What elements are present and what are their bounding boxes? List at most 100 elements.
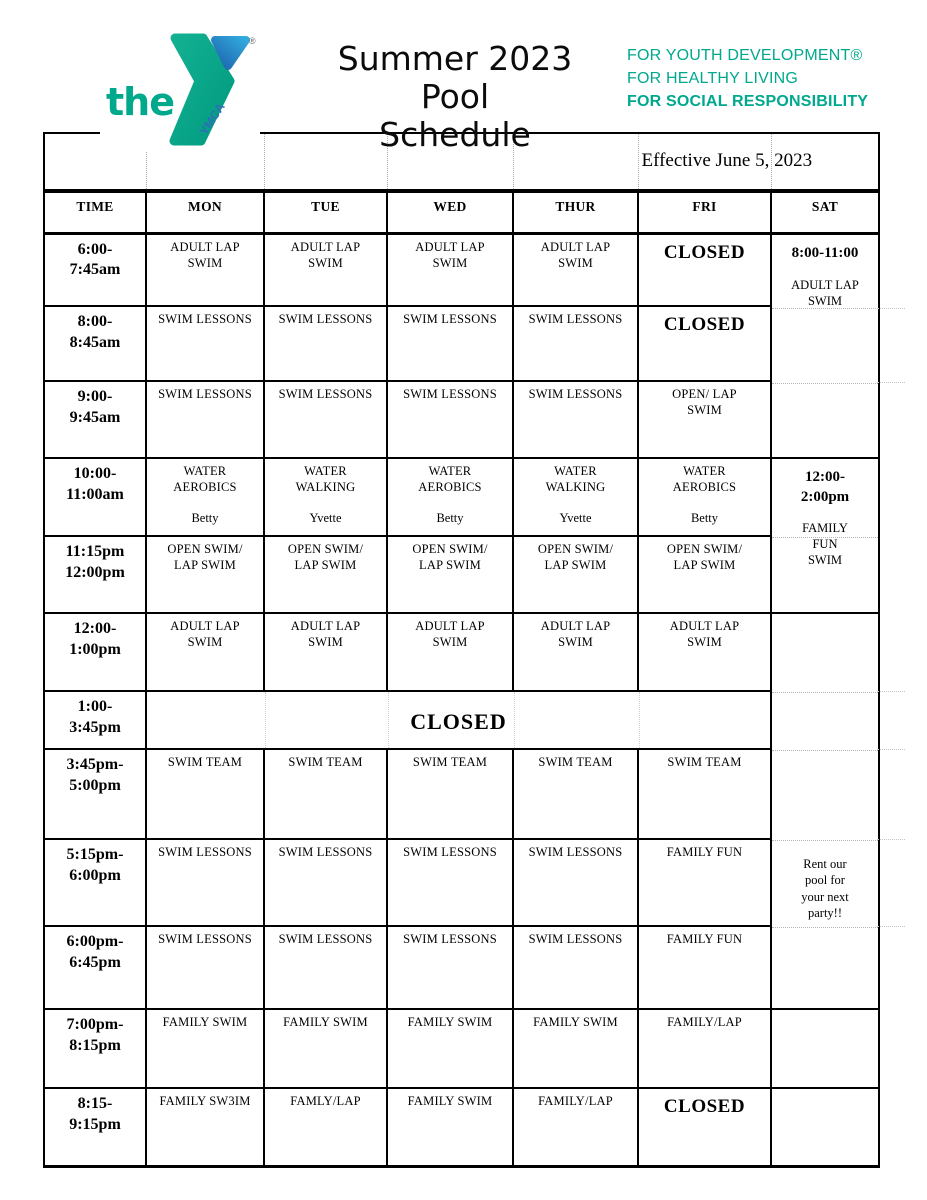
empty-cell — [770, 132, 880, 193]
schedule-cell: FAMILY SWIM — [263, 1008, 388, 1089]
schedule-cell: FAMILY FUN — [637, 838, 772, 927]
schedule-cell: SWIM LESSONS — [512, 380, 639, 459]
schedule-cell: OPEN SWIM/ LAP SWIM — [637, 535, 772, 614]
empty-cell — [770, 1008, 880, 1089]
schedule-cell: FAMILY SWIM — [145, 1008, 265, 1089]
time-slot-label: 7:00pm- 8:15pm — [43, 1008, 147, 1089]
effective-date: Effective June 5, 2023 — [641, 150, 813, 171]
schedule-cell: ADULT LAP SWIM — [637, 612, 772, 692]
schedule-cell: WATER WALKING Yvette — [263, 457, 388, 537]
time-slot-label: 8:15- 9:15pm — [43, 1087, 147, 1168]
empty-cell — [263, 132, 387, 193]
schedule-cell: FAMILY SWIM — [386, 1008, 514, 1089]
instructor-name: Betty — [436, 510, 464, 525]
divider — [877, 308, 905, 309]
schedule-cell: SWIM TEAM — [145, 748, 265, 840]
schedule-cell: WATER WALKING Yvette — [512, 457, 639, 537]
schedule-cell: SWIM LESSONS — [386, 305, 514, 382]
closed-cell: CLOSED — [637, 1087, 772, 1168]
table-row: 10:00- 11:00am WATER AEROBICS Betty WATER… — [43, 457, 880, 614]
schedule-cell: WATER AEROBICS Betty — [145, 457, 265, 537]
sat-midday-cell: 12:00- 2:00pm FAMILY FUN SWIM — [770, 457, 880, 614]
empty-cell — [386, 132, 513, 193]
divider — [877, 691, 905, 692]
instructor-name: Yvette — [309, 510, 342, 525]
schedule-cell: SWIM TEAM — [386, 748, 514, 840]
col-header-time: TIME — [43, 189, 147, 235]
schedule-cell: ADULT LAP SWIM — [386, 232, 514, 307]
tagline: FOR YOUTH DEVELOPMENT® — [627, 47, 863, 64]
schedule-cell: SWIM LESSONS — [145, 305, 265, 382]
closed-cell: CLOSED — [637, 305, 772, 382]
schedule-cell: SWIM TEAM — [637, 748, 772, 840]
closed-span-cell: CLOSED — [145, 690, 772, 750]
schedule-cell: FAMLY/LAP — [263, 1087, 388, 1168]
schedule-cell: SWIM LESSONS — [263, 838, 388, 927]
closed-cell: CLOSED — [637, 232, 772, 307]
table-row: 5:15pm- 6:00pm SWIM LESSONS SWIM LESSONS… — [43, 838, 879, 927]
table-row: 6:00- 7:45am ADULT LAP SWIM ADULT LAP SW… — [43, 232, 880, 459]
sat-midday-time: 12:00- 2:00pm — [800, 469, 850, 506]
table-row: 1:00- 3:45pm CLOSED — [43, 690, 879, 750]
instructor-name: Betty — [690, 510, 719, 525]
col-header-tue: TUE — [263, 189, 388, 235]
schedule-cell: SWIM LESSONS — [386, 380, 514, 459]
table-row: 3:45pm- 5:00pm SWIM TEAM SWIM TEAM SWIM … — [43, 748, 879, 840]
schedule-cell: SWIM LESSONS — [145, 925, 265, 1010]
schedule-cell: SWIM LESSONS — [512, 925, 639, 1010]
schedule-cell: WATER AEROBICS Betty — [386, 457, 514, 537]
schedule-cell: FAMILY SWIM — [386, 1087, 514, 1168]
schedule-cell: SWIM LESSONS — [145, 380, 265, 459]
time-slot-label: 6:00- 7:45am — [43, 232, 147, 307]
schedule-cell: ADULT LAP SWIM — [512, 612, 639, 692]
divider — [877, 926, 905, 927]
table-row: 9:00- 9:45am SWIM LESSONS SWIM LESSONS S… — [43, 380, 879, 459]
sat-morning-time: 8:00-11:00 — [791, 244, 859, 261]
page-title: Summer 2023 Pool Schedule — [337, 39, 573, 154]
col-header-mon: MON — [145, 189, 265, 235]
schedule-cell: SWIM TEAM — [512, 748, 639, 840]
sat-midday-activity: FAMILY FUN SWIM — [802, 520, 848, 568]
schedule-cell: SWIM LESSONS — [263, 925, 388, 1010]
table-row: 6:00pm- 6:45pm SWIM LESSONS SWIM LESSONS… — [43, 925, 879, 1010]
time-slot-label: 6:00pm- 6:45pm — [43, 925, 147, 1010]
time-slot-label: 8:00- 8:45am — [43, 305, 147, 382]
schedule-cell: FAMILY FUN — [637, 925, 772, 1010]
schedule-table: Effective June 5, 2023 TIME MON TUE WED … — [43, 132, 880, 1168]
table-row: 7:00pm- 8:15pm FAMILY SWIM FAMILY SWIM F… — [43, 1008, 880, 1089]
time-slot-label: 11:15pm 12:00pm — [43, 535, 147, 614]
tagline: FOR SOCIAL RESPONSIBILITY — [627, 93, 869, 110]
instructor-name: Betty — [191, 510, 219, 525]
time-slot-label: 1:00- 3:45pm — [43, 690, 147, 750]
sat-rental-cell: Rent our pool for your next party!! — [770, 612, 880, 1010]
schedule-cell: WATER AEROBICS Betty — [637, 457, 772, 537]
ymca-taglines: FOR YOUTH DEVELOPMENT® FOR HEALTHY LIVIN… — [627, 44, 897, 113]
col-header-wed: WED — [386, 189, 514, 235]
col-header-fri: FRI — [637, 189, 772, 235]
schedule-cell: SWIM LESSONS — [386, 838, 514, 927]
schedule-cell: OPEN SWIM/ LAP SWIM — [145, 535, 265, 614]
schedule-cell: SWIM LESSONS — [386, 925, 514, 1010]
schedule-cell: SWIM LESSONS — [263, 305, 388, 382]
time-slot-label: 9:00- 9:45am — [43, 380, 147, 459]
schedule-cell: SWIM LESSONS — [512, 838, 639, 927]
divider — [877, 749, 905, 750]
empty-cell — [512, 132, 638, 193]
logo-the-text: the — [106, 80, 175, 124]
time-slot-label: 3:45pm- 5:00pm — [43, 748, 147, 840]
schedule-cell: SWIM LESSONS — [512, 305, 639, 382]
header-row: TIME MON TUE WED THUR FRI SAT — [43, 189, 880, 235]
schedule-cell: OPEN SWIM/ LAP SWIM — [386, 535, 514, 614]
schedule-cell: ADULT LAP SWIM — [263, 232, 388, 307]
schedule-cell: OPEN SWIM/ LAP SWIM — [512, 535, 639, 614]
divider — [877, 839, 905, 840]
schedule-cell: FAMILY/LAP — [637, 1008, 772, 1089]
ymca-logo: the YMCA ® — [100, 30, 260, 151]
logo-registered-mark: ® — [249, 36, 256, 46]
schedule-cell: OPEN/ LAP SWIM — [637, 380, 772, 459]
empty-cell — [770, 1087, 880, 1168]
table-row: 11:15pm 12:00pm OPEN SWIM/ LAP SWIM OPEN… — [43, 535, 879, 614]
divider — [877, 382, 905, 383]
sat-morning-cell: 8:00-11:00 ADULT LAP SWIM — [770, 232, 880, 459]
